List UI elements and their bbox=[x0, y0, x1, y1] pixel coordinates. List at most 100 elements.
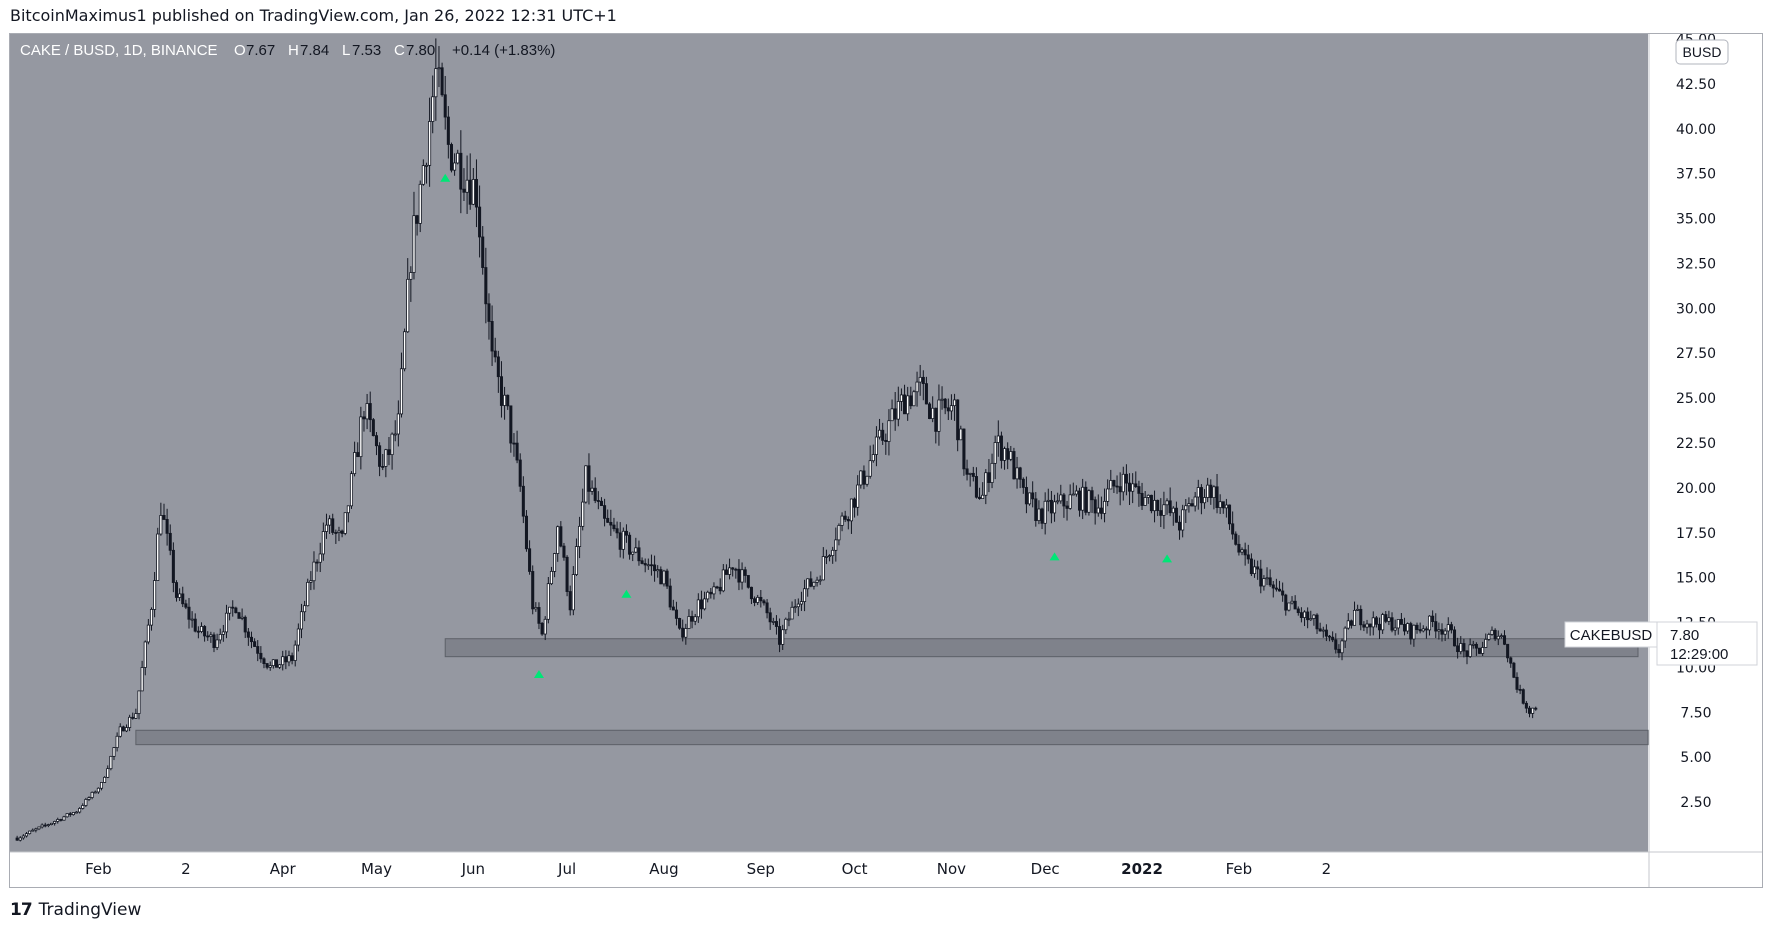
candle bbox=[1165, 498, 1169, 515]
candle bbox=[834, 527, 838, 562]
plot-area[interactable] bbox=[10, 34, 1648, 852]
candle-body bbox=[1109, 480, 1113, 490]
candle-body bbox=[353, 452, 357, 475]
candlestick-chart[interactable]: 2.505.007.5010.0012.5015.0017.5020.0022.… bbox=[10, 34, 1762, 887]
candle-body bbox=[1165, 500, 1169, 506]
candle bbox=[271, 659, 275, 669]
candle-body bbox=[137, 690, 141, 714]
candle-body bbox=[515, 442, 519, 461]
candle bbox=[196, 626, 200, 639]
candle bbox=[603, 498, 607, 527]
candle-body bbox=[346, 505, 350, 514]
candle bbox=[609, 509, 613, 536]
price-tick-label: 42.50 bbox=[1676, 77, 1716, 93]
candle-body bbox=[68, 813, 72, 816]
candle bbox=[918, 364, 922, 396]
candle-body bbox=[871, 454, 875, 462]
candle bbox=[968, 472, 972, 487]
candle bbox=[646, 558, 650, 570]
candle bbox=[903, 384, 907, 415]
candle bbox=[96, 787, 100, 794]
candle-body bbox=[1049, 499, 1053, 514]
candle bbox=[1499, 633, 1503, 639]
candle bbox=[531, 565, 535, 615]
candle bbox=[1512, 661, 1516, 679]
candle-body bbox=[1046, 499, 1050, 502]
candle bbox=[693, 613, 697, 626]
candle-body bbox=[718, 586, 722, 592]
candle bbox=[409, 266, 413, 302]
candle-body bbox=[965, 468, 969, 475]
candle bbox=[353, 441, 357, 477]
candle-body bbox=[1481, 647, 1485, 654]
candle-body bbox=[40, 824, 44, 828]
candle bbox=[806, 578, 810, 597]
candle bbox=[78, 807, 82, 814]
candle bbox=[1174, 501, 1178, 523]
candle bbox=[1109, 469, 1113, 490]
candle-body bbox=[103, 776, 107, 783]
candle-body bbox=[915, 381, 919, 393]
candle-body bbox=[971, 472, 975, 477]
price-tick-label: 7.50 bbox=[1680, 705, 1711, 721]
candle-body bbox=[765, 602, 769, 614]
candle bbox=[1371, 611, 1375, 636]
candle-body bbox=[1215, 486, 1219, 508]
candle bbox=[1112, 479, 1116, 494]
candle-body bbox=[237, 612, 241, 619]
candle bbox=[431, 75, 435, 134]
candle bbox=[28, 830, 32, 835]
candle-body bbox=[624, 530, 628, 536]
chart-panel[interactable]: 2.505.007.5010.0012.5015.0017.5020.0022.… bbox=[9, 33, 1763, 888]
candle-body bbox=[1296, 608, 1300, 614]
candle bbox=[228, 606, 232, 621]
candle bbox=[453, 153, 457, 176]
candle bbox=[1281, 582, 1285, 602]
candle-body bbox=[1118, 486, 1122, 493]
candle-body bbox=[749, 586, 753, 600]
candle bbox=[1421, 625, 1425, 633]
candle-body bbox=[581, 501, 585, 527]
candle-body bbox=[1018, 467, 1022, 480]
candle bbox=[765, 599, 769, 619]
candle bbox=[406, 258, 410, 333]
candle-body bbox=[537, 607, 541, 624]
candle bbox=[340, 529, 344, 538]
time-tick-label: Feb bbox=[1226, 860, 1253, 878]
candle bbox=[1243, 542, 1247, 566]
candle bbox=[503, 386, 507, 420]
price-tick-label: 32.50 bbox=[1676, 256, 1716, 272]
candle bbox=[40, 823, 44, 829]
candle-body bbox=[218, 633, 222, 641]
currency-badge[interactable]: BUSD bbox=[1675, 39, 1729, 65]
candle-body bbox=[349, 473, 353, 507]
candle-body bbox=[1137, 486, 1141, 494]
candle bbox=[993, 435, 997, 480]
candle bbox=[893, 391, 897, 431]
candle-body bbox=[812, 581, 816, 587]
candle-body bbox=[518, 459, 522, 487]
candle-body bbox=[599, 500, 603, 506]
candle bbox=[1409, 621, 1413, 645]
candle-body bbox=[481, 236, 485, 268]
candle bbox=[1374, 616, 1378, 628]
candle-body bbox=[684, 628, 688, 638]
candle bbox=[1534, 706, 1538, 711]
candle bbox=[381, 453, 385, 471]
candle-body bbox=[849, 498, 853, 522]
candle-body bbox=[681, 627, 685, 638]
candle-body bbox=[1021, 478, 1025, 488]
candle bbox=[87, 796, 91, 802]
time-tick-label: 2 bbox=[181, 860, 191, 878]
candle bbox=[1387, 610, 1391, 626]
candle-body bbox=[962, 428, 966, 470]
candle bbox=[334, 529, 338, 544]
candle bbox=[1318, 622, 1322, 632]
candle-body bbox=[271, 659, 275, 666]
candle bbox=[1224, 498, 1228, 518]
candle-body bbox=[278, 664, 282, 668]
time-tick-label: Feb bbox=[85, 860, 112, 878]
candle bbox=[1190, 499, 1194, 507]
candle-body bbox=[693, 616, 697, 622]
candle-body bbox=[940, 398, 944, 401]
